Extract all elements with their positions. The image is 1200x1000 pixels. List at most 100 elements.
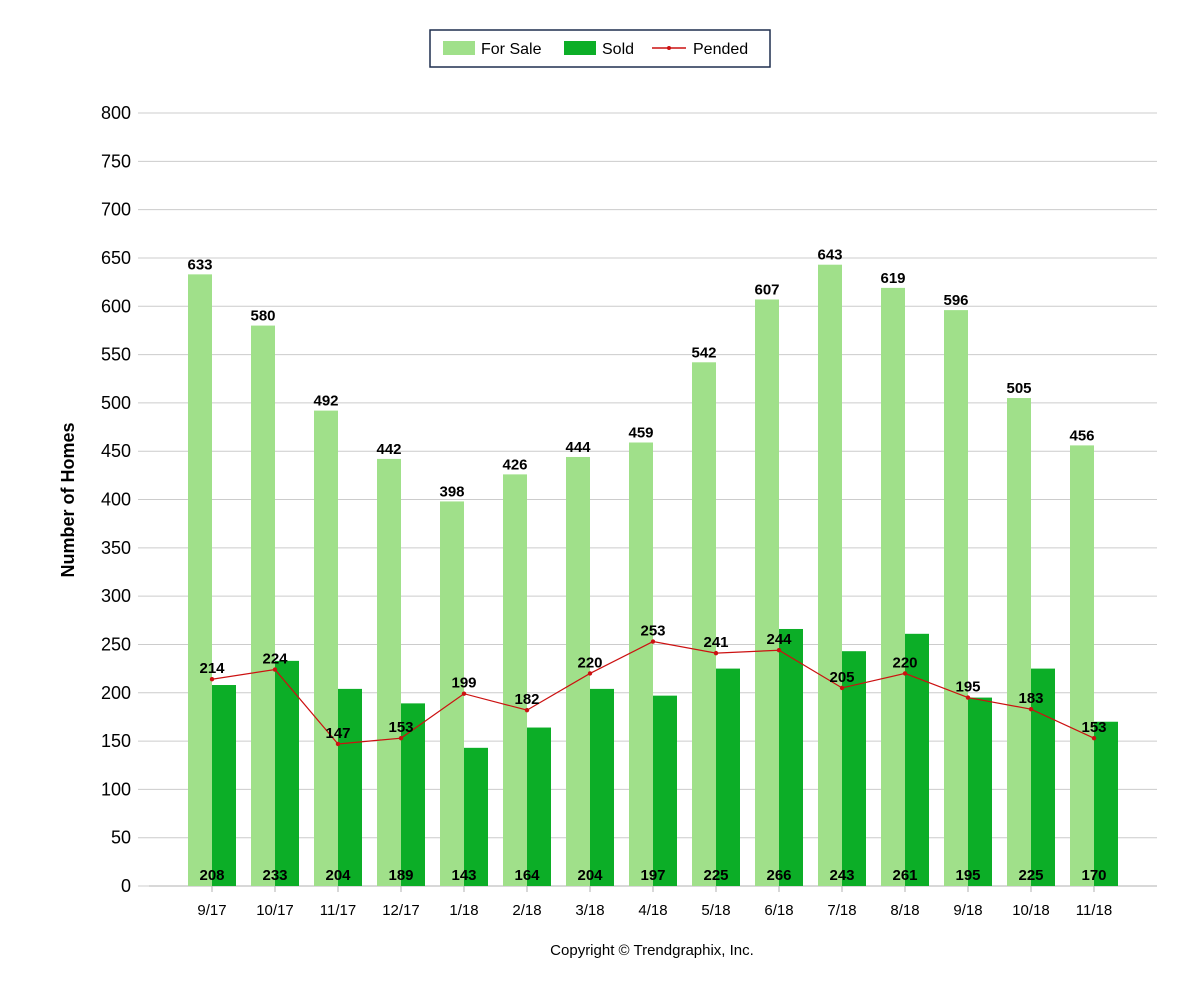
data-label-for-sale-5/18: 542 xyxy=(691,344,716,361)
x-tick-label-7/18: 7/18 xyxy=(827,902,856,919)
bar-sold-9/17 xyxy=(212,685,236,886)
bars xyxy=(188,264,1118,887)
legend-marker-pended xyxy=(667,46,671,50)
bar-sold-11/17 xyxy=(338,688,362,886)
data-label-for-sale-1/18: 398 xyxy=(439,483,464,500)
y-tick-label-700: 700 xyxy=(101,200,131,220)
bar-sold-6/18 xyxy=(779,628,803,886)
pended-point-7/18 xyxy=(839,685,845,691)
data-label-sold-4/18: 197 xyxy=(640,867,665,884)
legend-label-for-sale: For Sale xyxy=(481,41,542,58)
x-tick-label-6/18: 6/18 xyxy=(764,902,793,919)
data-label-pended-6/18: 244 xyxy=(766,631,792,648)
data-label-pended-10/18: 183 xyxy=(1018,690,1043,707)
bar-for-sale-11/17 xyxy=(314,410,338,886)
data-label-for-sale-10/17: 580 xyxy=(250,308,275,325)
pended-point-11/17 xyxy=(335,741,341,747)
y-tick-label-650: 650 xyxy=(101,248,131,268)
pended-point-8/18 xyxy=(902,671,908,676)
x-tick-label-10/18: 10/18 xyxy=(1012,902,1050,919)
bar-sold-7/18 xyxy=(842,651,866,886)
pended-point-5/18 xyxy=(713,650,719,656)
data-label-for-sale-11/17: 492 xyxy=(313,393,338,410)
data-label-for-sale-10/18: 505 xyxy=(1006,380,1031,397)
y-tick-label-150: 150 xyxy=(101,731,131,751)
pended-point-1/18 xyxy=(461,691,467,696)
bar-sold-5/18 xyxy=(716,668,740,886)
legend-box xyxy=(429,29,771,68)
data-label-pended-4/18: 253 xyxy=(640,623,665,640)
copyright-text: Copyright © Trendgraphix, Inc. xyxy=(550,942,754,959)
data-label-pended-12/17: 153 xyxy=(388,719,413,736)
data-label-pended-1/18: 199 xyxy=(451,675,476,692)
data-label-pended-9/17: 214 xyxy=(199,660,225,677)
y-tick-label-200: 200 xyxy=(101,683,131,703)
y-tick-label-400: 400 xyxy=(101,490,131,510)
bar-sold-12/17 xyxy=(401,703,425,886)
data-label-sold-11/18: 170 xyxy=(1081,867,1106,884)
pended-point-12/17 xyxy=(398,735,404,741)
y-axis-ticks: 0 50 100 150 200 250 300 350 400 450 500 550 600 650 7… xyxy=(101,103,131,896)
pended-point-3/18 xyxy=(587,671,593,676)
bar-for-sale-1/18 xyxy=(440,501,464,886)
y-tick-label-300: 300 xyxy=(101,586,131,606)
pended-point-9/17 xyxy=(209,677,215,682)
y-tick-label-250: 250 xyxy=(101,634,131,654)
y-tick-label-800: 800 xyxy=(101,103,131,123)
bar-for-sale-4/18 xyxy=(629,442,653,886)
y-tick-label-100: 100 xyxy=(101,779,131,799)
data-label-pended-3/18: 220 xyxy=(577,654,602,671)
y-tick-label-550: 550 xyxy=(101,345,131,365)
data-label-sold-2/18: 164 xyxy=(514,867,540,884)
pended-point-4/18 xyxy=(650,639,656,644)
data-label-sold-1/18: 143 xyxy=(451,867,476,884)
data-label-sold-6/18: 266 xyxy=(766,867,791,884)
data-label-sold-9/18: 195 xyxy=(955,867,980,884)
bar-sold-10/17 xyxy=(275,660,299,886)
bar-for-sale-9/17 xyxy=(188,274,212,886)
x-tick-label-12/17: 12/17 xyxy=(382,902,420,919)
pended-point-2/18 xyxy=(524,707,530,713)
bar-sold-1/18 xyxy=(464,747,488,886)
data-label-for-sale-7/18: 643 xyxy=(817,247,842,264)
x-tick-label-1/18: 1/18 xyxy=(449,902,478,919)
legend-swatch-for-sale xyxy=(443,41,475,55)
bar-sold-2/18 xyxy=(527,727,551,886)
data-label-for-sale-9/18: 596 xyxy=(943,292,968,309)
y-tick-label-750: 750 xyxy=(101,151,131,171)
x-tick-label-9/18: 9/18 xyxy=(953,902,982,919)
data-label-sold-9/17: 208 xyxy=(199,867,224,884)
x-tick-label-4/18: 4/18 xyxy=(638,902,667,919)
bar-sold-9/18 xyxy=(968,697,992,886)
bar-for-sale-11/18 xyxy=(1070,445,1094,886)
pended-point-11/18 xyxy=(1091,735,1097,741)
bar-for-sale-7/18 xyxy=(818,264,842,886)
data-label-sold-8/18: 261 xyxy=(892,867,917,884)
data-label-sold-11/17: 204 xyxy=(325,867,351,884)
data-label-for-sale-3/18: 444 xyxy=(565,439,591,456)
bar-for-sale-8/18 xyxy=(881,287,905,886)
x-tick-label-11/18: 11/18 xyxy=(1076,902,1112,919)
legend-label-sold: Sold xyxy=(602,41,634,58)
y-tick-label-0: 0 xyxy=(121,876,131,896)
y-axis-label: Number of Homes xyxy=(58,422,78,577)
bar-for-sale-10/18 xyxy=(1007,398,1031,886)
data-label-sold-3/18: 204 xyxy=(577,867,603,884)
pended-point-9/18 xyxy=(965,695,971,700)
data-label-sold-10/17: 233 xyxy=(262,867,287,884)
y-tick-label-350: 350 xyxy=(101,538,131,558)
x-tick-label-5/18: 5/18 xyxy=(701,902,730,919)
bar-for-sale-2/18 xyxy=(503,474,527,886)
bar-sold-8/18 xyxy=(905,633,929,886)
data-label-for-sale-11/18: 456 xyxy=(1069,427,1094,444)
bar-sold-11/18 xyxy=(1094,721,1118,886)
data-label-sold-12/17: 189 xyxy=(388,867,413,884)
bar-for-sale-5/18 xyxy=(692,362,716,887)
data-label-pended-2/18: 182 xyxy=(514,691,539,708)
bar-for-sale-10/17 xyxy=(251,325,275,886)
x-tick-label-9/17: 9/17 xyxy=(197,902,226,919)
data-label-for-sale-12/17: 442 xyxy=(376,441,401,458)
data-label-sold-10/18: 225 xyxy=(1018,867,1043,884)
y-tick-label-600: 600 xyxy=(101,296,131,316)
